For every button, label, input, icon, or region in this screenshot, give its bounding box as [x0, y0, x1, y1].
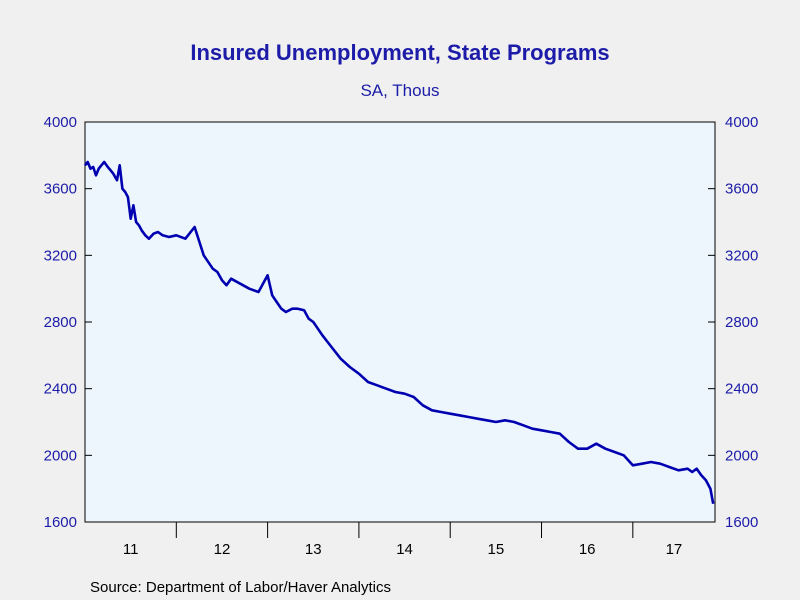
y-tick-label-right: 3200	[725, 247, 758, 264]
x-tick-label: 16	[579, 541, 596, 558]
y-axis-right: 1600 2000 2400 2800 3200 3600 4000	[708, 114, 758, 531]
x-tick-label: 14	[396, 541, 413, 558]
y-tick-label-left: 2400	[44, 381, 77, 398]
x-tick-label: 17	[666, 541, 683, 558]
y-tick-label-left: 1600	[44, 514, 77, 531]
y-tick-label-left: 4000	[44, 114, 77, 131]
chart-subtitle: SA, Thous	[360, 81, 439, 100]
x-tick-label: 11	[123, 541, 139, 558]
y-tick-label-left: 2800	[44, 314, 77, 331]
source-note: Source: Department of Labor/Haver Analyt…	[90, 579, 391, 596]
series-line	[83, 160, 715, 504]
x-tick-label: 15	[488, 541, 505, 558]
x-tick-label: 13	[305, 541, 322, 558]
chart-title: Insured Unemployment, State Programs	[190, 40, 609, 65]
y-tick-label-right: 1600	[725, 514, 758, 531]
y-tick-label-left: 3600	[44, 181, 77, 198]
plot-area	[84, 121, 716, 523]
y-tick-label-right: 4000	[725, 114, 758, 131]
y-tick-label-left: 3200	[44, 247, 77, 264]
y-tick-label-right: 2800	[725, 314, 758, 331]
x-tick-label: 12	[214, 541, 231, 558]
y-tick-label-right: 3600	[725, 181, 758, 198]
x-axis: 11 12 13 14 15 16 17	[123, 522, 682, 558]
y-axis-left: 1600 2000 2400 2800 3200 3600 4000	[44, 114, 92, 531]
y-tick-label-right: 2400	[725, 381, 758, 398]
y-tick-label-right: 2000	[725, 447, 758, 464]
y-tick-label-left: 2000	[44, 447, 77, 464]
